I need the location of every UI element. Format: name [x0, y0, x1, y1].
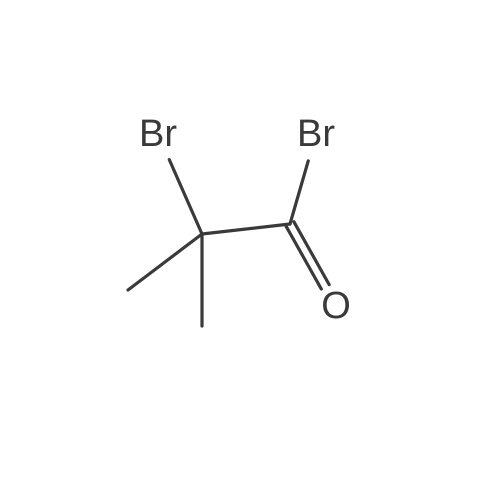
molecule-diagram: Br Br O [0, 0, 500, 500]
atom-label-o: O [321, 285, 351, 327]
bond-layer [128, 160, 329, 326]
bond-line [128, 234, 202, 290]
atom-label-br_right: Br [297, 113, 335, 155]
bond-line [290, 161, 308, 224]
bond-line [169, 160, 202, 234]
atom-layer: Br Br O [139, 113, 351, 327]
bond-line [286, 226, 321, 289]
bond-line [202, 224, 290, 234]
bond-line [294, 222, 329, 285]
atom-label-br_left: Br [139, 113, 177, 155]
